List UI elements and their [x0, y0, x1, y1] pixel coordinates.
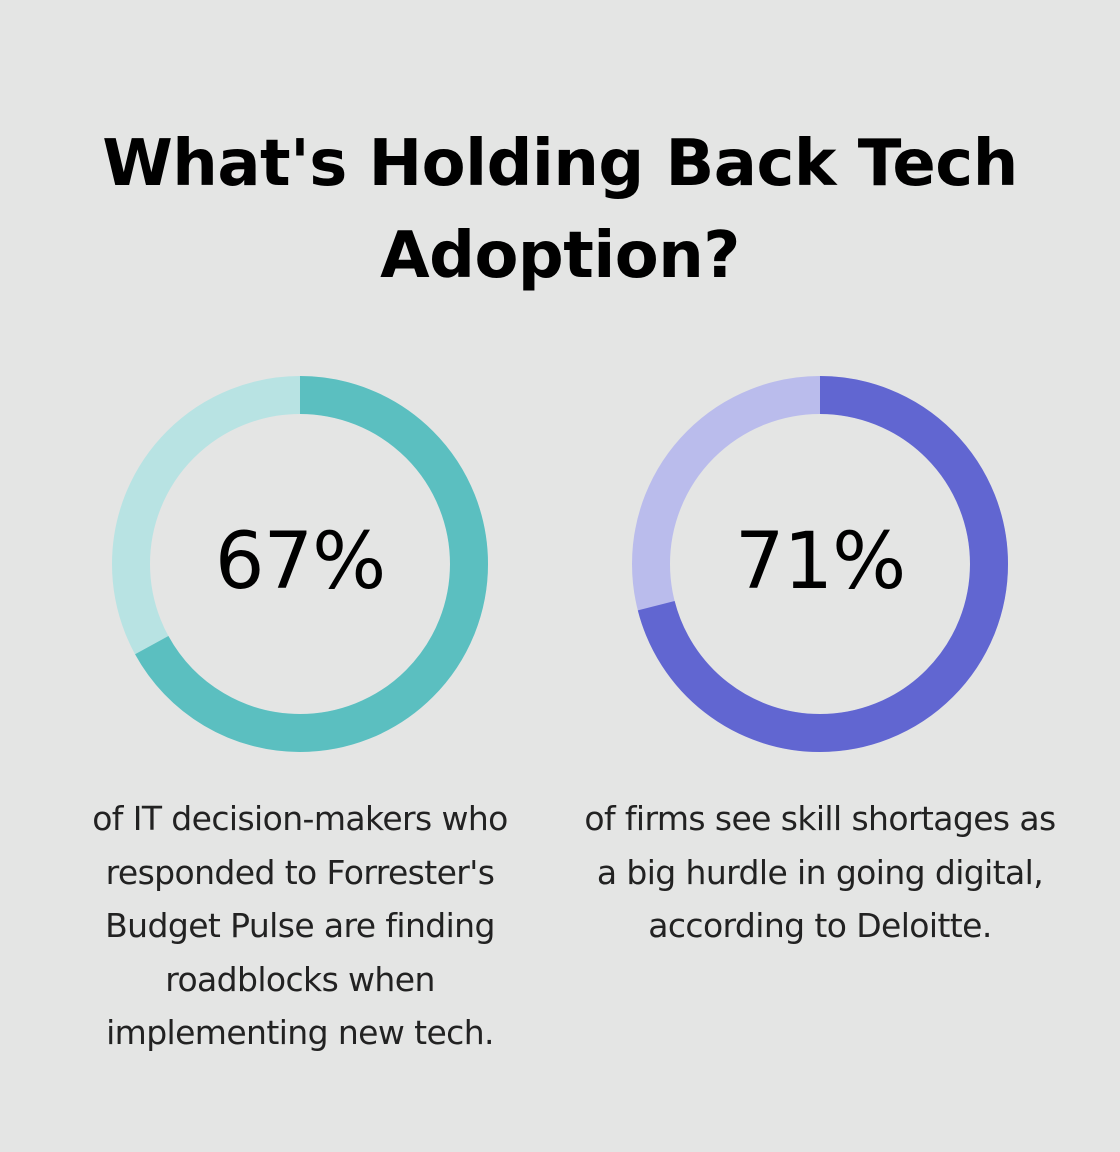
percentage-label: 71% [734, 517, 906, 607]
donut-svg [632, 376, 1008, 752]
percentage-label: 67% [214, 517, 386, 607]
donut-chart: 67% [110, 374, 490, 754]
donut-chart: 71% [630, 374, 1010, 754]
donut-value-arc [632, 376, 1008, 752]
stat-card-it-decision-makers: 67% of IT decision-makers who responded … [50, 374, 550, 1060]
donut-svg [112, 376, 488, 752]
donut-value-arc [112, 376, 488, 752]
stat-description: of firms see skill shortages as a big hu… [584, 799, 1056, 945]
page-title: What's Holding Back Tech Adoption? [102, 127, 1018, 293]
stat-card-skill-shortages: 71% of firms see skill shortages as a bi… [570, 374, 1070, 953]
stat-description: of IT decision-makers who responded to F… [92, 799, 508, 1052]
